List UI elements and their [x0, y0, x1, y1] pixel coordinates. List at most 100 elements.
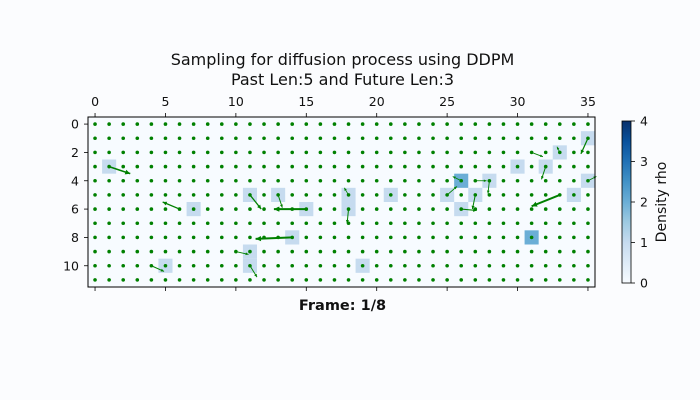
velocity-arrowhead	[453, 186, 457, 190]
grid-dot	[417, 207, 421, 211]
grid-dot	[290, 193, 295, 197]
grid-dot	[304, 249, 309, 254]
grid-dot	[431, 249, 435, 254]
grid-dot	[572, 122, 576, 126]
grid-dot	[121, 263, 126, 268]
grid-dot	[515, 193, 520, 197]
grid-dot	[290, 136, 295, 141]
grid-dot	[543, 136, 548, 141]
grid-dot	[107, 193, 111, 197]
grid-dot	[304, 193, 309, 197]
grid-dot	[121, 221, 126, 226]
grid-dot	[135, 278, 140, 282]
grid-dot	[191, 278, 196, 282]
grid-dot	[205, 193, 210, 197]
grid-dot	[304, 122, 309, 126]
grid-dot	[557, 235, 562, 240]
grid-dot	[501, 193, 506, 197]
grid-dot	[93, 164, 97, 169]
grid-dot	[501, 178, 506, 183]
velocity-arrowhead	[539, 154, 543, 157]
grid-dot	[205, 136, 210, 141]
grid-dot	[374, 263, 379, 268]
grid-dot	[431, 122, 435, 126]
grid-dot	[191, 136, 196, 141]
grid-dot	[234, 278, 238, 282]
grid-dot	[459, 235, 464, 240]
grid-dot	[459, 122, 464, 126]
grid-dot	[191, 122, 196, 126]
grid-dot	[177, 136, 182, 141]
grid-dot	[121, 178, 126, 183]
grid-dot	[290, 178, 295, 183]
grid-dot	[403, 263, 407, 268]
grid-dot	[557, 278, 562, 282]
grid-dot	[346, 249, 351, 254]
grid-dot	[135, 207, 140, 211]
grid-dot	[149, 150, 154, 155]
grid-dot	[205, 150, 210, 155]
grid-dot	[262, 122, 266, 126]
grid-dot	[163, 136, 168, 141]
grid-dot	[473, 164, 478, 169]
grid-dot	[234, 193, 238, 197]
grid-dot	[403, 235, 407, 240]
grid-dot	[107, 178, 111, 183]
grid-dot	[515, 178, 520, 183]
grid-dot	[121, 150, 126, 155]
grid-dot	[304, 150, 309, 155]
grid-dot	[417, 122, 421, 126]
grid-dot	[515, 278, 520, 282]
grid-dot	[163, 278, 168, 282]
grid-dot	[219, 249, 224, 254]
grid-dot	[572, 136, 576, 141]
grid-dot	[501, 221, 506, 226]
grid-dot	[205, 278, 210, 282]
velocity-arrowhead	[452, 176, 456, 179]
grid-dot	[374, 150, 379, 155]
grid-dot	[346, 235, 351, 240]
grid-dot	[431, 207, 435, 211]
grid-dot	[543, 278, 548, 282]
velocity-arrowhead	[257, 204, 262, 210]
grid-dot	[473, 150, 478, 155]
grid-dot	[191, 150, 196, 155]
grid-dot	[586, 122, 590, 126]
grid-dot	[417, 193, 421, 197]
grid-dot	[318, 221, 323, 226]
grid-dot	[445, 221, 449, 226]
grid-dot	[121, 235, 126, 240]
grid-dot	[374, 221, 379, 226]
grid-dot	[163, 150, 168, 155]
grid-dot	[417, 164, 421, 169]
grid-dot	[121, 136, 126, 141]
grid-dot	[586, 263, 590, 268]
grid-dot	[234, 136, 238, 141]
velocity-arrowhead	[486, 190, 490, 194]
grid-dot	[501, 150, 506, 155]
grid-dot	[135, 164, 140, 169]
grid-dot	[107, 207, 111, 211]
grid-dot	[93, 122, 97, 126]
grid-dot	[346, 150, 351, 155]
grid-dot	[276, 150, 280, 155]
grid-dot	[332, 122, 337, 126]
x-tick-label: 35	[580, 94, 596, 109]
grid-dot	[374, 235, 379, 240]
grid-dot	[304, 136, 309, 141]
grid-dot	[332, 207, 337, 211]
velocity-arrowhead	[255, 236, 262, 242]
grid-dot	[276, 164, 280, 169]
grid-dot	[276, 178, 280, 183]
grid-dot	[290, 150, 295, 155]
grid-dot	[360, 221, 365, 226]
grid-dot	[262, 221, 266, 226]
grid-dot	[93, 207, 97, 211]
grid-dot	[543, 263, 548, 268]
grid-dot	[431, 150, 435, 155]
grid-dot	[459, 150, 464, 155]
grid-dot	[219, 193, 224, 197]
grid-dot	[487, 193, 492, 197]
grid-dot	[304, 178, 309, 183]
grid-dot	[487, 263, 492, 268]
